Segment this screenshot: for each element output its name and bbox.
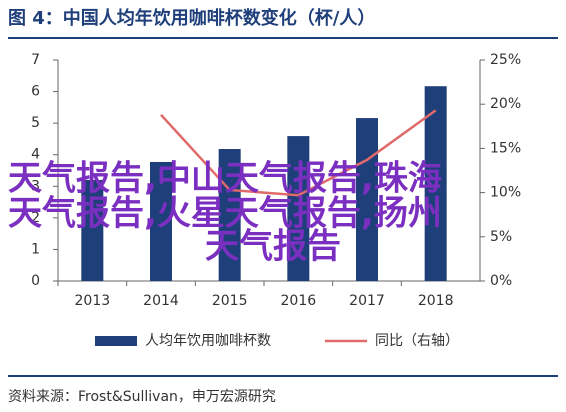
watermark: 天气报告 (205, 227, 341, 267)
y-tick-label: 1 (31, 241, 40, 257)
x-tick-label: 2016 (281, 293, 317, 309)
y2-tick-label: 5% (490, 229, 512, 245)
x-tick-label: 2015 (212, 293, 248, 309)
y2-tick-label: 20% (490, 96, 521, 112)
y2-tick-label: 15% (490, 140, 521, 156)
y-tick-label: 7 (31, 52, 40, 68)
legend-label: 同比（右轴） (375, 333, 459, 349)
bar (356, 118, 378, 281)
bar (424, 86, 447, 281)
y-tick-label: 5 (31, 115, 40, 131)
legend-label: 人均年饮用咖啡杯数 (145, 333, 271, 349)
bar (81, 179, 104, 281)
watermark: 天气报告,中山天气报告,珠海 (8, 159, 442, 199)
watermark: 天气报告,火星天气报告,扬州 (8, 194, 442, 234)
x-tick-label: 2014 (143, 293, 179, 309)
y-tick-label: 0 (31, 273, 40, 289)
bar (150, 161, 172, 281)
bar (218, 149, 241, 281)
line (160, 109, 437, 197)
x-tick-label: 2013 (75, 293, 111, 309)
y2-tick-label: 0% (490, 273, 512, 289)
y-tick-label: 3 (31, 178, 40, 194)
y2-tick-label: 10% (490, 185, 521, 201)
y-tick-label: 2 (31, 210, 40, 226)
source: 资料来源：Frost&Sullivan，申万宏源研究 (8, 389, 276, 405)
y-tick-label: 4 (31, 147, 40, 163)
chart-title: 图 4：中国人均年饮用咖啡杯数变化（杯/人） (8, 7, 375, 29)
legend-swatch (95, 336, 137, 346)
x-tick-label: 2017 (349, 293, 385, 309)
y2-tick-label: 25% (490, 52, 521, 68)
x-tick-label: 2018 (418, 293, 454, 309)
y-tick-label: 6 (31, 84, 40, 100)
bar (287, 136, 310, 281)
